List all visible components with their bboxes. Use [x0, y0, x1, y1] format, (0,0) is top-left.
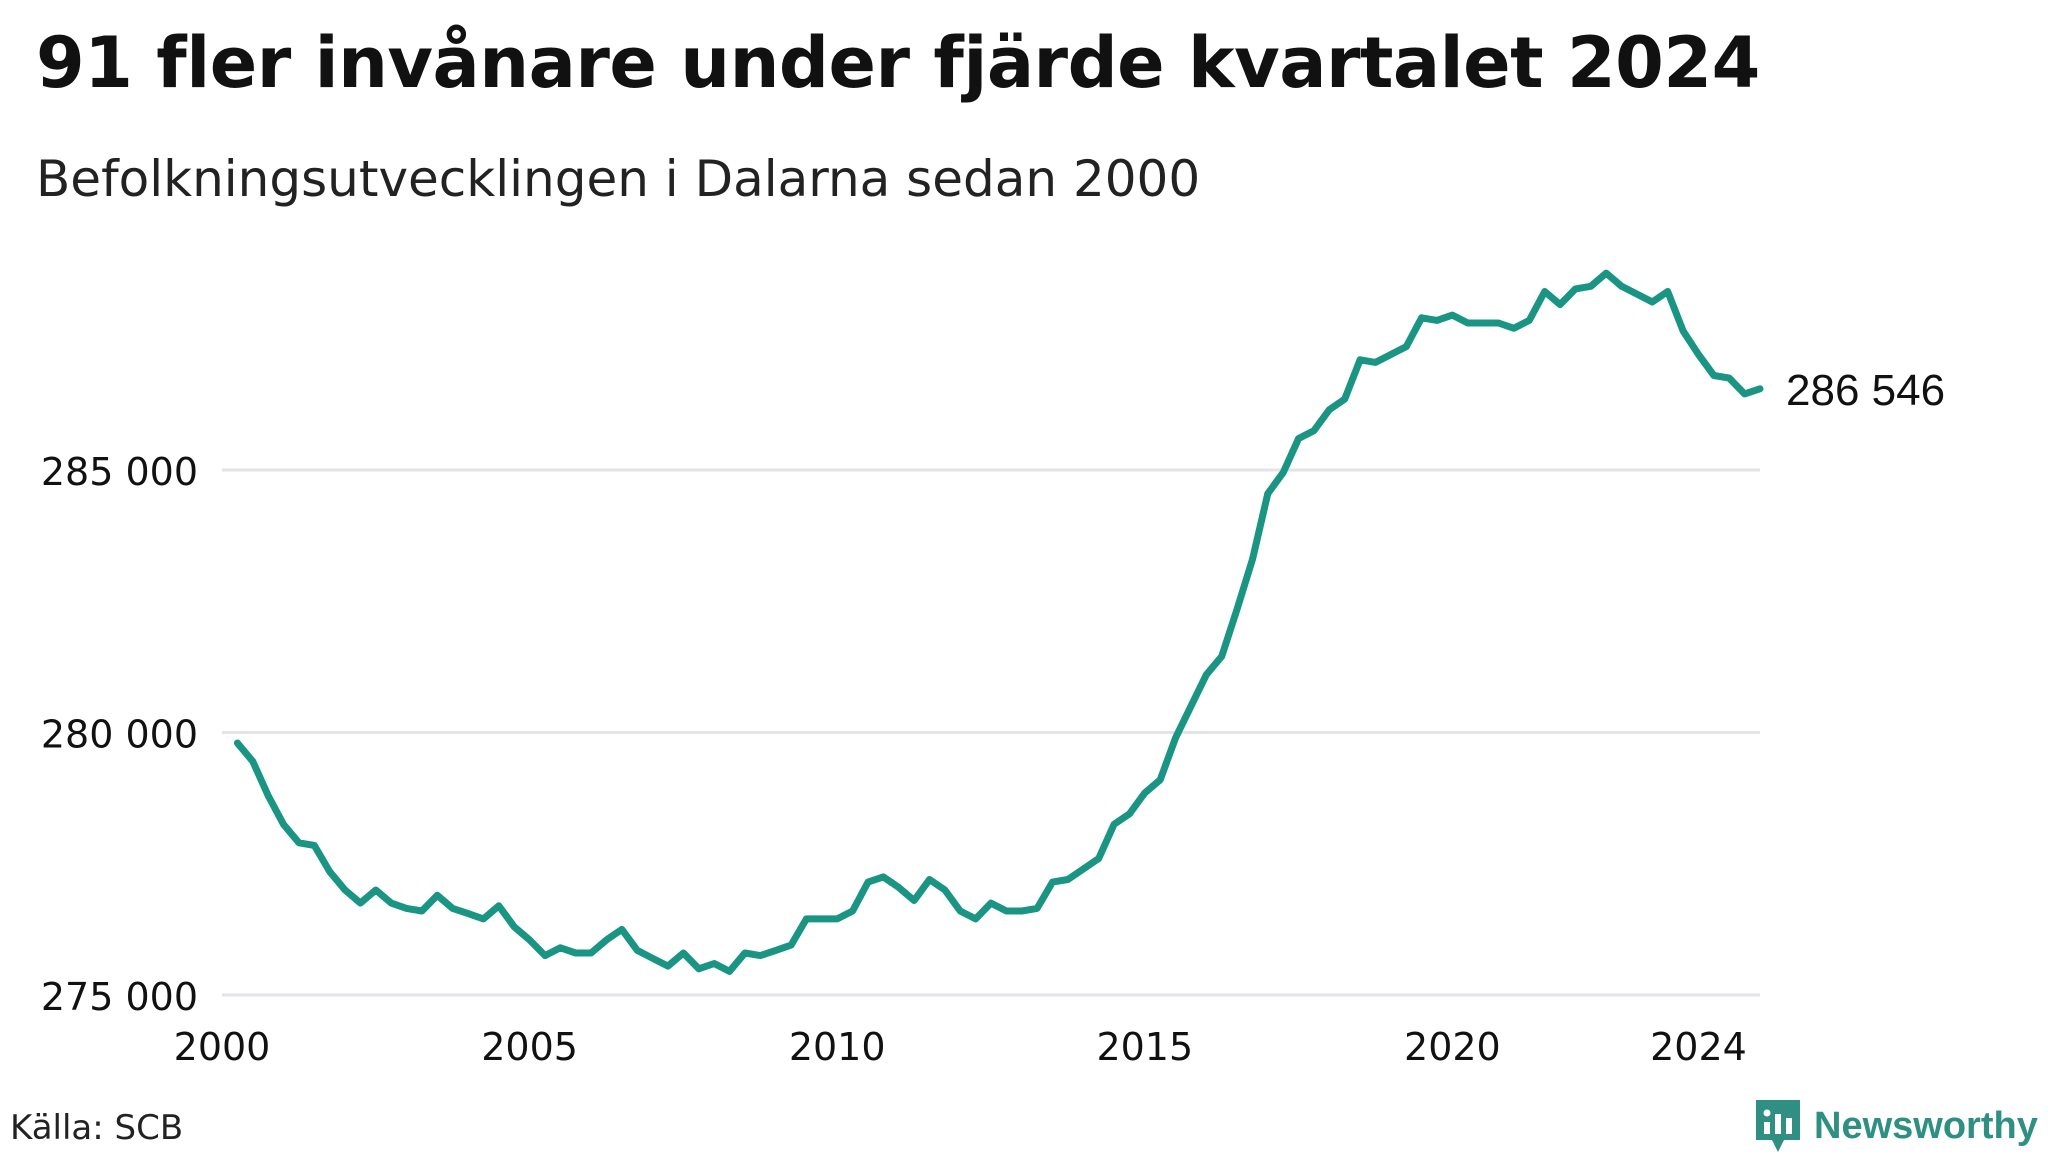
x-tick-label: 2010 [789, 1025, 886, 1069]
grid-lines [222, 468, 1760, 997]
series-line [233, 269, 1764, 975]
x-tick-label: 2005 [481, 1025, 578, 1069]
brand-logo[interactable]: Newsworthy [1752, 1096, 2038, 1156]
newsworthy-logo-icon [1756, 1100, 1800, 1152]
series-layer [233, 269, 1764, 975]
end-value-label: 286 546 [1786, 366, 1945, 415]
chart-subtitle: Befolkningsutvecklingen i Dalarna sedan … [36, 150, 1201, 208]
x-tick-label: 2000 [174, 1025, 271, 1069]
x-tick-label: 2015 [1096, 1025, 1193, 1069]
brand-name: Newsworthy [1814, 1104, 2038, 1147]
y-tick-label: 280 000 [41, 713, 198, 757]
y-tick-label: 275 000 [41, 975, 198, 1019]
x-tick-label: 2024 [1650, 1025, 1747, 1069]
x-tick-label: 2020 [1404, 1025, 1501, 1069]
y-tick-label: 285 000 [41, 450, 198, 494]
y-axis-ticks: 275 000 280 000 285 000 [41, 450, 198, 1019]
chart-title: 91 fler invånare under fjärde kvartalet … [36, 22, 1760, 104]
source-note: Källa: SCB [10, 1108, 184, 1148]
x-axis-ticks: 2000 2005 2010 2015 2020 2024 [174, 1025, 1747, 1069]
